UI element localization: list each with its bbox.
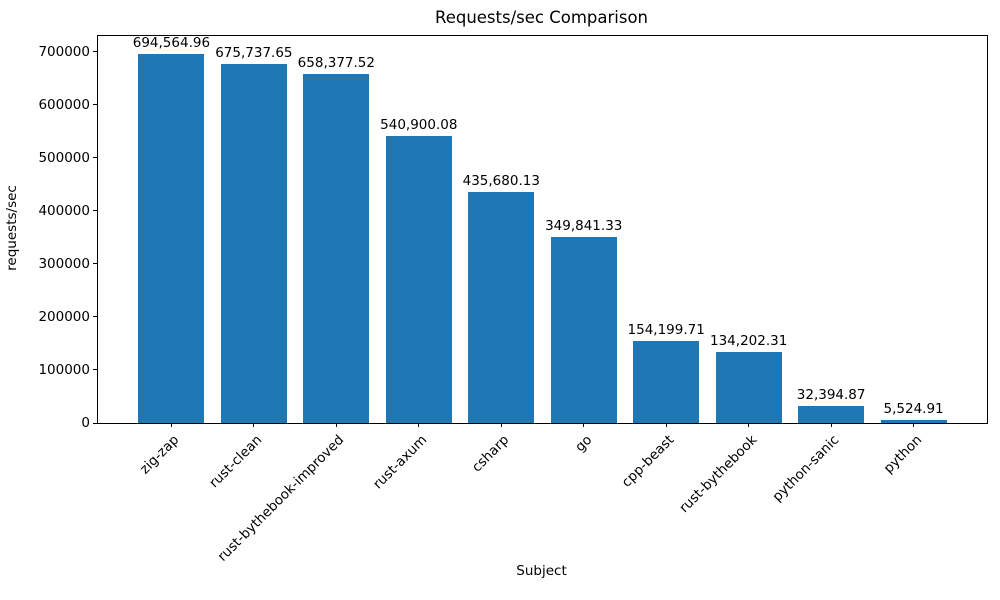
- y-tick-label: 0: [81, 415, 90, 431]
- bar-value-label: 675,737.65: [215, 45, 293, 62]
- bar-value-label: 349,841.33: [545, 218, 623, 235]
- x-tick-mark: [748, 423, 750, 427]
- x-tick-label: zig-zap: [137, 432, 183, 478]
- y-tick-label: 100000: [38, 361, 90, 378]
- bar-value-label: 5,524.91: [883, 401, 944, 418]
- x-tick-label: rust-bythebook: [675, 432, 760, 517]
- y-tick-label: 500000: [38, 149, 90, 166]
- x-tick-label: csharp: [469, 432, 513, 476]
- bar: [633, 341, 700, 423]
- bar: [798, 405, 865, 423]
- plot-area: 0 100000 200000 300000 400000 500000 600000 700…: [38, 35, 988, 565]
- bar-value-label: 540,900.08: [380, 116, 458, 133]
- y-tick-label: 600000: [38, 96, 90, 113]
- y-tick-label: 200000: [38, 308, 90, 325]
- bar: [550, 237, 617, 423]
- y-tick-mark: [93, 422, 97, 424]
- bar: [715, 351, 782, 423]
- bar-value-label: 134,202.31: [710, 332, 788, 349]
- x-tick-mark: [830, 423, 832, 427]
- y-tick-mark: [93, 104, 97, 106]
- y-tick-label: 300000: [38, 255, 90, 272]
- bar: [385, 135, 452, 423]
- bar: [138, 54, 205, 423]
- bar: [468, 191, 535, 423]
- bar-value-label: 694,564.96: [132, 35, 211, 52]
- y-tick-mark: [93, 210, 97, 212]
- bar-value-label: 658,377.52: [297, 54, 375, 71]
- x-tick-mark: [418, 423, 420, 427]
- x-tick-mark: [913, 423, 915, 427]
- x-tick-mark: [665, 423, 667, 427]
- bar-value-label: 154,199.71: [627, 322, 705, 339]
- x-tick-mark: [335, 423, 337, 427]
- x-tick-mark: [500, 423, 502, 427]
- y-tick-label: 700000: [38, 43, 90, 60]
- y-tick-label: 400000: [38, 202, 90, 219]
- chart-title: Requests/sec Comparison: [434, 8, 649, 27]
- x-tick-mark: [170, 423, 172, 427]
- bar: [880, 420, 947, 423]
- x-tick-mark: [583, 423, 585, 427]
- x-tick-mark: [253, 423, 255, 427]
- x-tick-label: python-sanic: [769, 432, 843, 505]
- bar-value-label: 435,680.13: [462, 172, 540, 189]
- x-tick-label: rust-clean: [206, 432, 266, 492]
- y-tick-mark: [93, 157, 97, 159]
- bar-value-label: 32,394.87: [796, 386, 866, 403]
- y-axis-label: requests/sec: [4, 185, 20, 271]
- x-axis-label: Subject: [516, 563, 567, 579]
- x-tick-label: go: [571, 432, 596, 456]
- x-tick-label: cpp-beast: [618, 432, 678, 491]
- x-tick-label: rust-axum: [369, 432, 431, 493]
- y-tick-mark: [93, 316, 97, 318]
- y-tick-mark: [93, 369, 97, 371]
- x-tick-label: python: [880, 432, 925, 477]
- bar: [220, 64, 287, 423]
- bar: [303, 73, 370, 423]
- y-tick-mark: [93, 51, 97, 53]
- y-tick-mark: [93, 263, 97, 265]
